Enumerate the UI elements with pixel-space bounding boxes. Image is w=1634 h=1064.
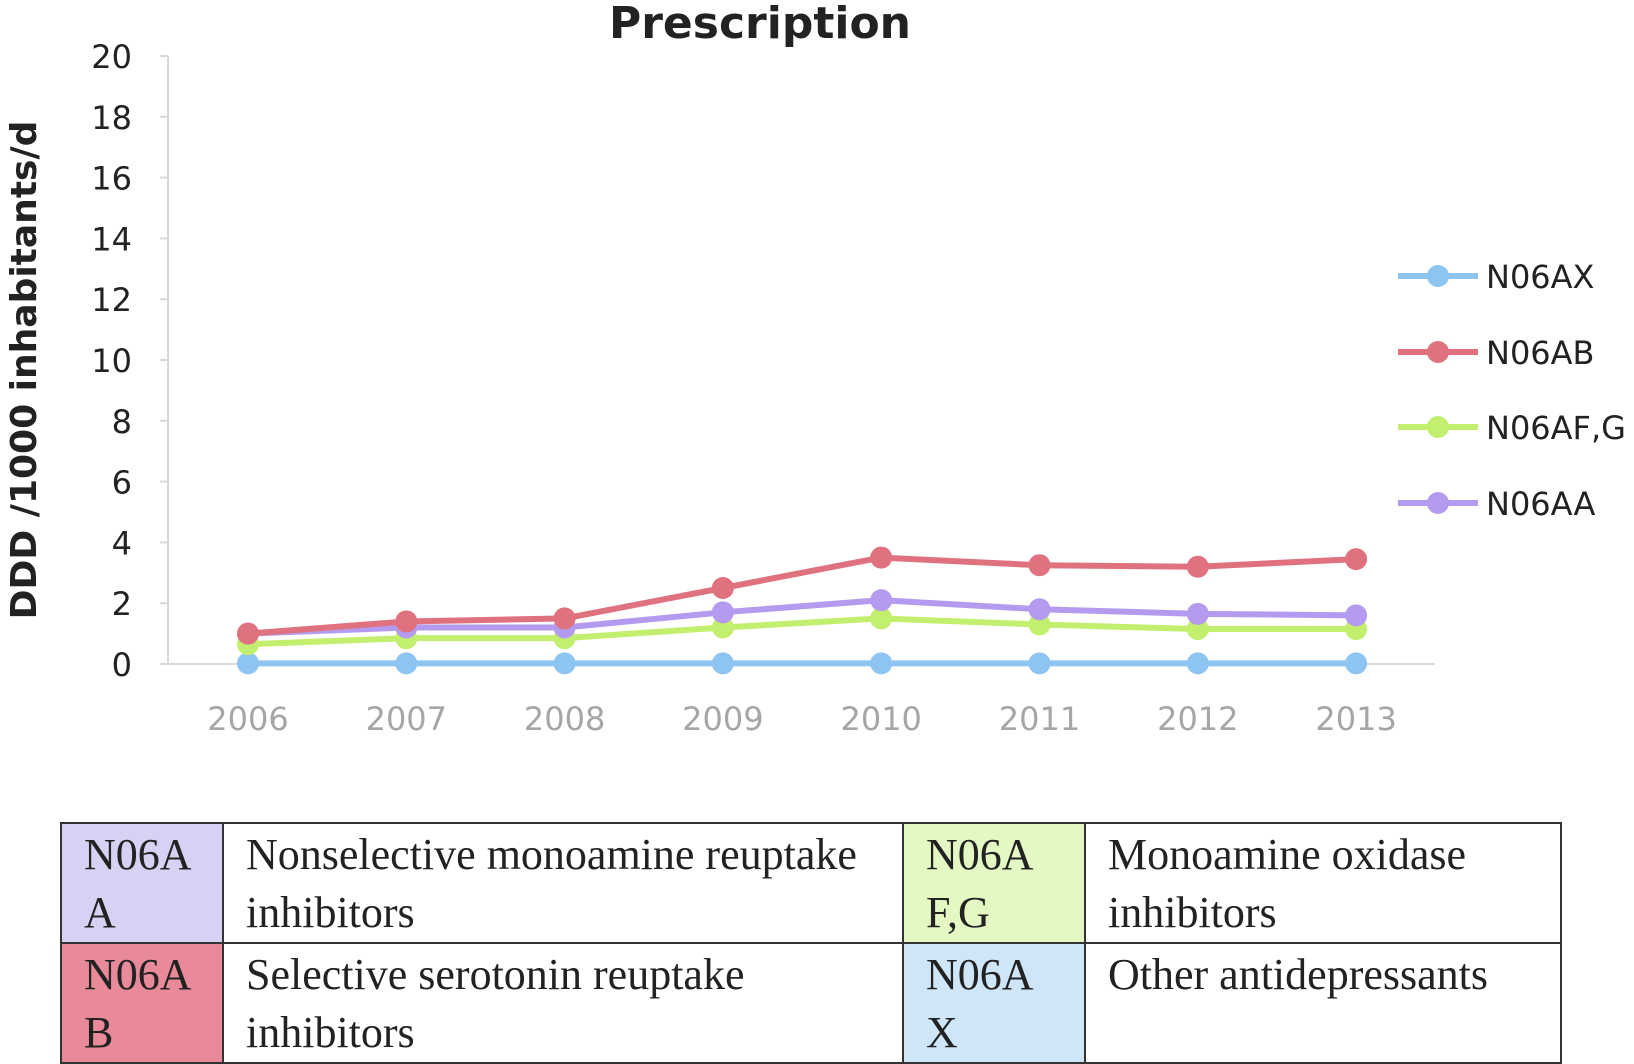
legend-item-n06ax: N06AX [1398, 258, 1594, 296]
legend-table-row: N06AA Nonselective monoamine reuptake inh… [60, 822, 1562, 944]
data-point-n06aa [1028, 598, 1051, 621]
legend-item-n06aa: N06AA [1398, 485, 1595, 523]
atc-description-cell: Monoamine oxidase inhibitors [1084, 822, 1562, 944]
x-tick-label: 2012 [1157, 700, 1238, 738]
x-tick-labels: 2006 2007 2008 2009 2010 2011 2012 2013 [207, 700, 1397, 738]
data-point-n06ax [870, 652, 893, 675]
series-layer [237, 546, 1368, 675]
legend-swatch-marker [1427, 265, 1449, 287]
legend: N06AX N06AB N06AF,G N06AA [1398, 258, 1626, 523]
data-point-n06ax [1028, 652, 1051, 675]
y-tick-labels: 0 2 4 6 8 10 12 14 16 18 20 [91, 38, 168, 684]
data-point-n06af-g [1186, 618, 1209, 641]
x-tick-label: 2011 [999, 700, 1080, 738]
series-n06ab [237, 546, 1368, 645]
series-n06ax [237, 652, 1368, 675]
legend-label: N06AF,G [1486, 409, 1626, 447]
x-tick-label: 2009 [682, 700, 763, 738]
data-point-n06ab [237, 622, 259, 645]
legend-label: N06AX [1486, 258, 1594, 296]
data-point-n06ab [1028, 554, 1051, 577]
code-legend-table: N06AA Nonselective monoamine reuptake inh… [60, 822, 1562, 1064]
y-tick-label: 8 [112, 403, 132, 441]
data-point-n06af-g [1028, 613, 1051, 636]
atc-description-cell: Nonselective monoamine reuptake inhibito… [222, 822, 904, 944]
data-point-n06ax [395, 652, 418, 675]
data-point-n06ab [553, 607, 576, 630]
legend-label: N06AB [1486, 334, 1595, 372]
y-tick-label: 4 [112, 524, 132, 562]
data-point-n06ab [870, 546, 893, 569]
x-tick-label: 2013 [1315, 700, 1396, 738]
data-point-n06aa [1345, 604, 1368, 627]
legend-item-n06af-g: N06AF,G [1398, 409, 1626, 447]
atc-code-cell: N06AX [902, 942, 1086, 1064]
y-tick-label: 20 [91, 38, 132, 76]
atc-description-cell: Selective serotonin reuptake inhibitors [222, 942, 904, 1064]
y-tick-label: 6 [112, 464, 132, 502]
series-line-n06af-g [247, 615, 1357, 648]
y-tick-label: 18 [91, 99, 132, 137]
data-point-n06ax [711, 652, 734, 675]
legend-swatch-marker [1427, 492, 1449, 514]
atc-code-cell: N06AF,G [902, 822, 1086, 944]
data-point-n06ab [711, 577, 734, 599]
series-line-n06ab [247, 554, 1357, 637]
y-tick-label: 0 [112, 646, 132, 684]
data-point-n06aa [870, 589, 893, 612]
y-axis-label: DDD /1000 inhabitants/d [4, 121, 45, 620]
data-point-n06ax [1345, 652, 1368, 675]
y-tick-label: 14 [91, 220, 132, 258]
legend-swatch-marker [1427, 416, 1449, 438]
x-tick-label: 2008 [524, 700, 605, 738]
series-line-n06aa [247, 597, 1357, 637]
x-tick-label: 2006 [207, 700, 288, 738]
data-point-n06ab [1345, 548, 1368, 571]
data-point-n06af-g [711, 616, 734, 639]
legend-label: N06AA [1486, 485, 1595, 523]
legend-swatch-marker [1427, 341, 1449, 363]
atc-description-cell: Other antidepressants [1084, 942, 1562, 1064]
y-tick-label: 16 [91, 160, 132, 198]
legend-table-row: N06AB Selective serotonin reuptake inhibi… [60, 942, 1562, 1064]
data-point-n06ax [237, 652, 259, 675]
y-tick-label: 10 [91, 342, 132, 380]
atc-code-cell: N06AA [60, 822, 224, 944]
y-tick-label: 2 [112, 585, 132, 623]
data-point-n06ax [553, 652, 576, 675]
line-chart: Prescription DDD /1000 inhabitants/d 0 2 4… [4, 0, 1626, 738]
data-point-n06ab [395, 610, 418, 633]
data-point-n06af-g [870, 607, 893, 630]
legend-item-n06ab: N06AB [1398, 334, 1595, 372]
data-point-n06ax [1186, 652, 1209, 675]
atc-code-cell: N06AB [60, 942, 224, 1064]
data-point-n06aa [1186, 602, 1209, 625]
x-tick-label: 2010 [840, 700, 921, 738]
x-tick-label: 2007 [366, 700, 447, 738]
y-tick-label: 12 [91, 281, 132, 319]
data-point-n06aa [711, 601, 734, 624]
data-point-n06ab [1186, 555, 1209, 578]
chart-title: Prescription [609, 0, 911, 49]
